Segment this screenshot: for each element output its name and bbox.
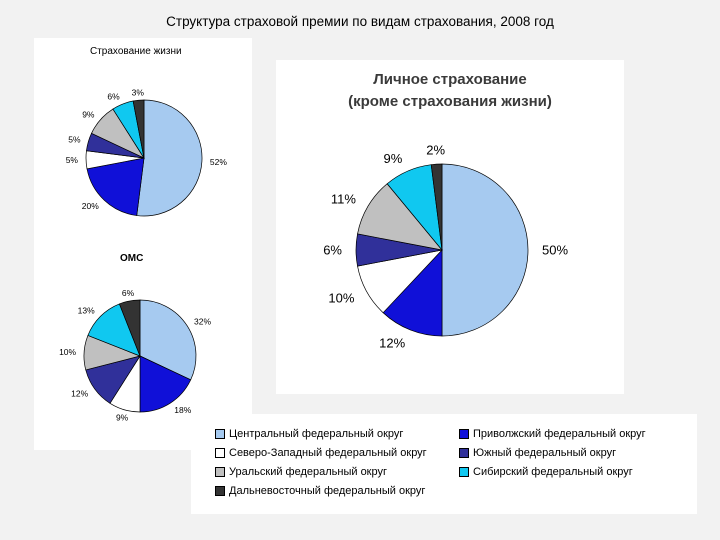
oms-label-fareast: 6% [122, 288, 135, 298]
legend-swatch-fareast [215, 486, 225, 496]
life-label-central: 52% [210, 157, 227, 167]
personal-label-south: 6% [323, 243, 342, 258]
oms-label-central: 32% [194, 317, 211, 327]
legend-item-siberia: Сибирский федеральный округ [459, 466, 633, 478]
legend: Центральный федеральный округ Приволжски… [191, 414, 697, 514]
life-label-volga: 20% [82, 201, 99, 211]
personal-slice-central [441, 163, 529, 337]
legend-item-fareast: Дальневосточный федеральный округ [215, 485, 425, 497]
life-slice-volga [86, 157, 145, 216]
personal-insurance-title-line2: (кроме страхования жизни) [348, 93, 552, 110]
legend-item-central: Центральный федеральный округ [215, 428, 403, 440]
life-insurance-chart-title: Страхование жизни [90, 46, 182, 57]
life-label-south: 5% [68, 135, 81, 145]
legend-swatch-siberia [459, 467, 469, 477]
left-charts-panel: Страхование жизни 52% 20% 5% 5% 9% 6% 3% ОМС 3… [34, 38, 252, 450]
oms-slice-fareast [118, 299, 141, 357]
legend-item-south: Южный федеральный округ [459, 447, 616, 459]
oms-slice-volga [139, 355, 192, 413]
legend-label-central: Центральный федеральный округ [229, 428, 404, 440]
legend-swatch-south [459, 448, 469, 458]
right-chart-panel: Личное страхование (кроме страхования жи… [276, 60, 624, 394]
legend-item-ural: Уральский федеральный округ [215, 466, 387, 478]
personal-label-siberia: 9% [384, 151, 403, 166]
legend-item-northwest: Северо-Западный федеральный округ [215, 447, 427, 459]
personal-label-central: 50% [542, 243, 568, 258]
oms-label-volga: 18% [174, 405, 191, 415]
oms-pie-chart: 32% 18% 9% 12% 10% 13% 6% [59, 288, 211, 422]
legend-label-siberia: Сибирский федеральный округ [473, 466, 633, 478]
legend-label-south: Южный федеральный округ [473, 447, 617, 459]
personal-label-fareast: 2% [426, 143, 445, 158]
oms-slice-central [139, 299, 197, 381]
legend-swatch-northwest [215, 448, 225, 458]
personal-insurance-title-line1: Личное страхование [373, 71, 527, 88]
life-insurance-pie-chart: 52% 20% 5% 5% 9% 6% 3% [66, 87, 227, 217]
legend-swatch-ural [215, 467, 225, 477]
life-label-fareast: 3% [132, 87, 145, 97]
legend-swatch-central [215, 429, 225, 439]
personal-label-northwest: 10% [328, 291, 354, 306]
life-label-northwest: 5% [66, 155, 79, 165]
oms-label-south: 12% [71, 389, 88, 399]
slide-title: Структура страховой премии по видам стра… [166, 14, 554, 29]
life-slice-fareast [132, 99, 145, 159]
personal-slice-fareast [430, 163, 443, 251]
legend-label-northwest: Северо-Западный федеральный округ [229, 447, 427, 459]
legend-label-volga: Приволжский федеральный округ [473, 428, 646, 440]
legend-label-fareast: Дальневосточный федеральный округ [229, 485, 426, 497]
legend-item-volga: Приволжский федеральный округ [459, 428, 646, 440]
legend-label-ural: Уральский федеральный округ [229, 466, 388, 478]
life-slice-central [136, 99, 203, 217]
oms-chart-title: ОМС [120, 253, 144, 264]
personal-insurance-pie-chart: 50% 12% 10% 6% 11% 9% 2% [323, 143, 568, 351]
life-label-siberia: 6% [107, 92, 120, 102]
legend-swatch-volga [459, 429, 469, 439]
oms-label-siberia: 13% [78, 306, 95, 316]
personal-label-ural: 11% [331, 192, 356, 207]
oms-label-northwest: 9% [116, 412, 129, 422]
life-label-ural: 9% [82, 109, 95, 119]
oms-label-ural: 10% [59, 347, 76, 357]
personal-label-volga: 12% [379, 336, 405, 351]
personal-slice-volga [382, 249, 443, 337]
